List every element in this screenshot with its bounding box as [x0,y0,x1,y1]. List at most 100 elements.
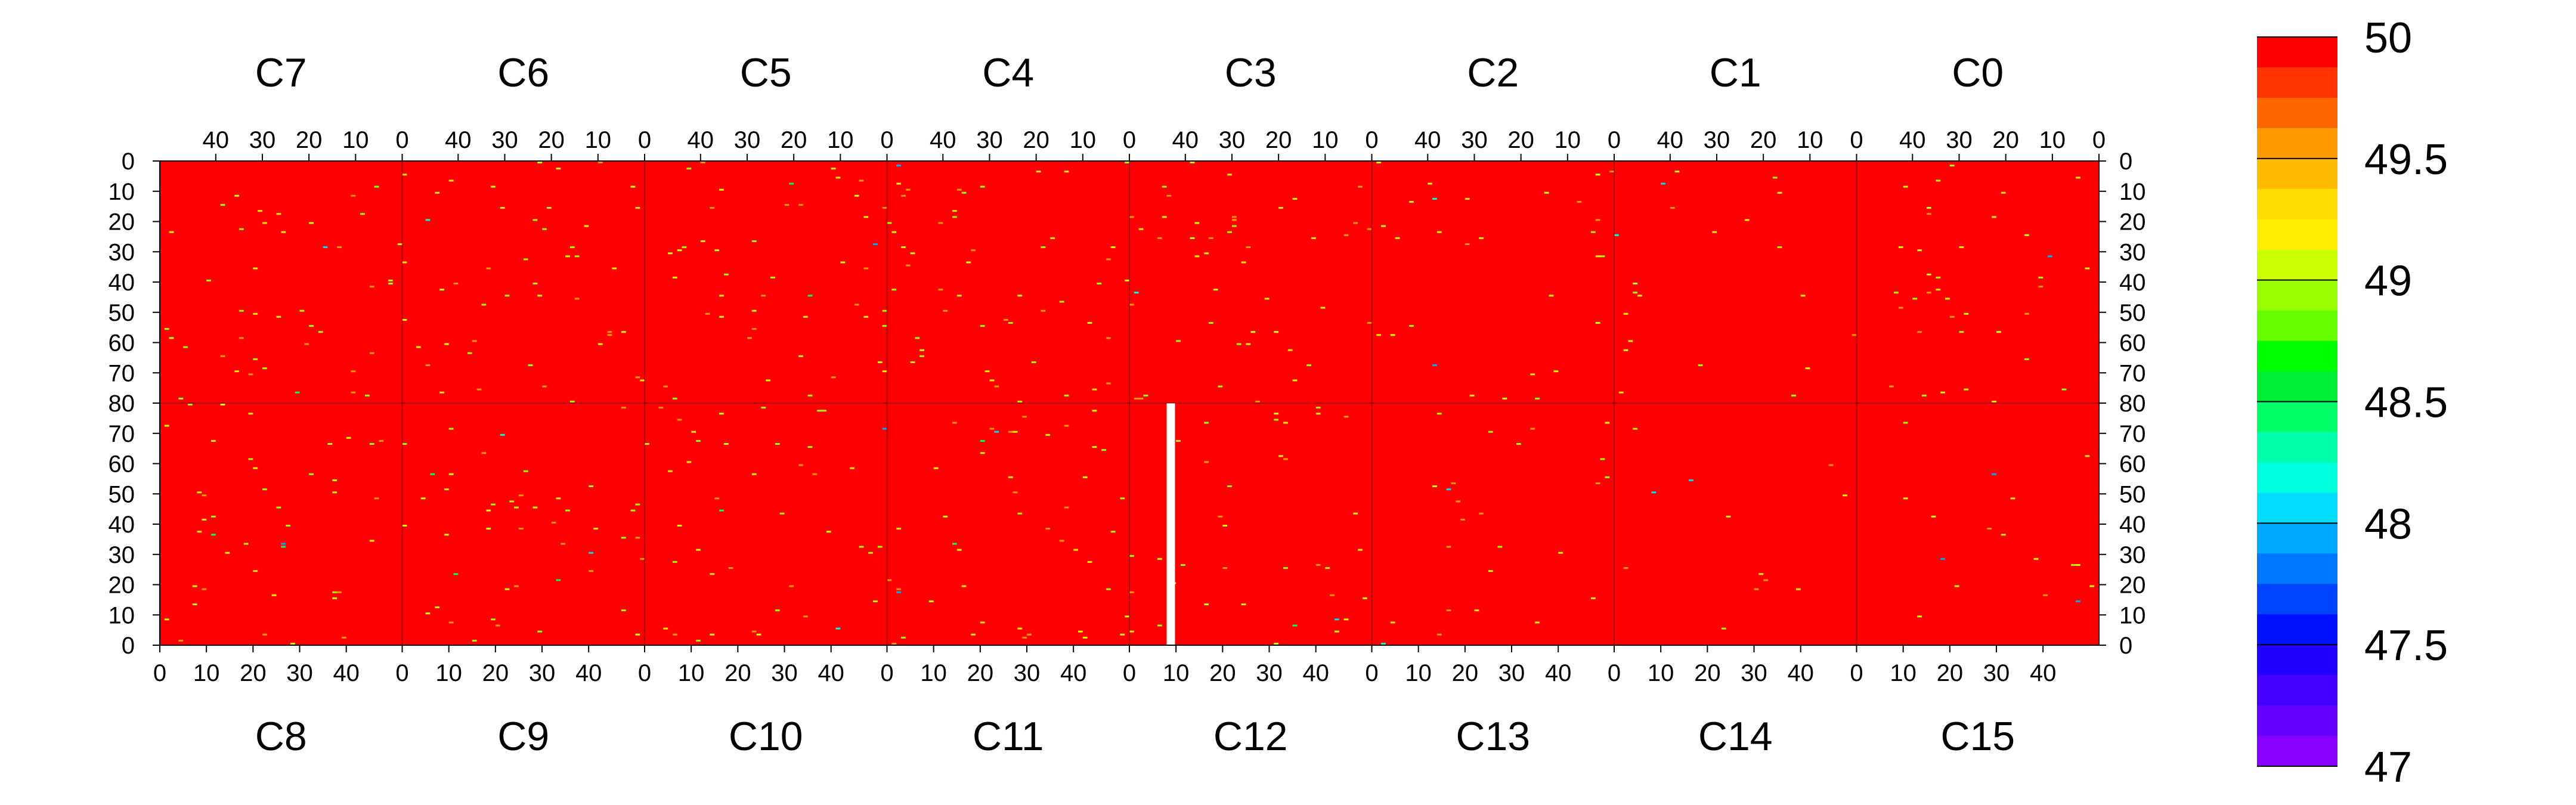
hot-pixel [276,213,281,215]
hot-pixel [1125,279,1129,281]
hot-pixel [1432,485,1437,487]
colorbar-label: 47 [2364,744,2412,791]
hot-pixel [556,168,561,170]
x-tick-label-top: 10 [2039,127,2066,153]
y-tick-label-right: 0 [2119,633,2132,659]
hot-pixel [206,279,211,281]
hot-pixel [2024,358,2029,360]
y-tick-label-left: 50 [109,300,135,326]
hot-pixel [980,439,985,442]
hot-pixel [1917,249,1922,252]
hot-pixel [239,309,244,312]
hot-pixel [901,636,906,639]
hot-pixel [1949,315,1955,318]
chip-label-bottom: C8 [255,714,307,759]
hot-pixel [1017,627,1023,630]
x-tick-label-bottom: 30 [1498,660,1525,686]
colorbar-segment [2257,219,2337,250]
hot-pixel [1087,561,1092,563]
hot-pixel [1041,246,1046,249]
hot-pixel [989,428,995,430]
hot-pixel [621,331,626,333]
y-tick-label-left: 0 [122,633,135,659]
colorbar-segment [2257,523,2337,554]
x-tick-label-top: 20 [1023,127,1049,153]
hot-pixel [1320,306,1326,309]
hot-pixel [1469,394,1475,397]
hot-pixel [1292,197,1298,200]
hot-pixel [532,506,538,509]
hot-pixel [873,243,878,245]
hot-pixel [1138,397,1144,400]
y-tick-label-left: 0 [122,148,135,175]
hot-pixel [1661,182,1665,185]
hot-pixel [448,473,454,475]
hot-pixel [645,443,649,445]
hot-pixel [868,552,873,554]
x-tick-label-top: 30 [1704,127,1730,153]
hot-pixel [1045,434,1051,436]
colorbar-segment [2257,371,2337,402]
hot-pixel [896,591,901,593]
hot-pixel [589,570,593,572]
hot-pixel [1358,549,1363,551]
hot-pixel [1129,216,1134,218]
hot-pixel [1129,304,1134,306]
hot-pixel [630,185,636,188]
x-tick-label-top: 20 [296,127,323,153]
hot-pixel [365,394,370,397]
x-tick-label-top: 10 [1797,127,1823,153]
hot-pixel [337,246,342,249]
hot-pixel [248,413,253,415]
hot-pixel [1712,231,1717,233]
hot-pixel [686,168,692,170]
hot-pixel [751,630,757,633]
x-tick-label-top: 20 [1507,127,1534,153]
hot-pixel [1959,331,1964,333]
hot-pixel [416,346,421,348]
hot-pixel [234,370,239,373]
hot-pixel [919,355,924,357]
hot-pixel [551,521,556,524]
hot-pixel [863,216,869,218]
hot-pixel [887,222,892,224]
chip-label-bottom: C13 [1456,714,1530,759]
hot-pixel [677,419,682,421]
hot-pixel [1754,588,1759,590]
hot-pixel [882,370,887,373]
hot-pixel [402,443,407,445]
hot-pixel [1194,222,1200,224]
hot-pixel [1017,295,1023,297]
hot-pixel [211,515,216,518]
hot-pixel [202,494,207,497]
hot-pixel [1232,216,1237,218]
hot-pixel [989,379,995,382]
axes-layer: C7 C6 C5 C4 C3 C2 C1 C0 C8 C9 C10 C11 C12 C13 C14 C15 40… [109,50,2146,759]
hot-pixel [1600,255,1605,258]
hot-pixel [1921,394,1927,397]
hot-pixel [1758,573,1764,575]
hot-pixel [514,506,519,509]
hot-pixel [164,618,169,621]
hot-pixel [1530,428,1535,430]
y-tick-label-right: 60 [2119,330,2146,357]
hot-pixel [234,194,239,197]
hot-pixel [686,461,692,463]
hot-pixel [1721,627,1726,630]
hot-pixel [1008,322,1013,324]
hot-pixel [961,585,967,587]
hot-pixel [1595,219,1600,221]
hot-pixel [1082,476,1088,478]
hot-pixel [164,328,169,330]
hot-pixel [1106,588,1111,590]
hot-pixel [882,309,887,312]
hot-pixel [1227,174,1232,176]
y-tick-label-right: 20 [2119,572,2146,599]
colorbar-label: 49 [2364,258,2412,305]
hot-pixel [2010,497,2015,500]
hot-pixel [751,473,757,475]
hot-pixel [1003,318,1008,321]
hot-pixel [938,289,943,291]
hot-pixel [1432,364,1437,366]
colorbar-label: 49.5 [2364,136,2448,184]
